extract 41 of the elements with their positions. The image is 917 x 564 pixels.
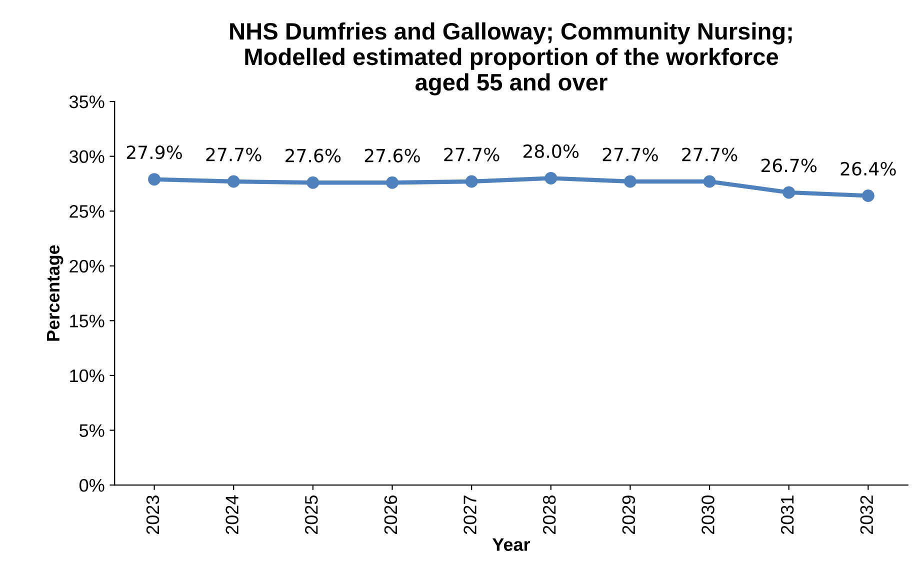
data-label: 27.6% [286, 148, 341, 162]
y-tick-label: 35% [69, 95, 104, 108]
data-label: 26.7% [761, 158, 817, 172]
point [703, 175, 716, 188]
point [624, 175, 636, 188]
point [306, 176, 320, 189]
x-tick-label: 2032 [860, 496, 874, 534]
y-tick-label: 30% [69, 150, 104, 164]
x-tick-label: 2026 [384, 496, 398, 534]
y-tick-label: 25% [70, 205, 104, 218]
y-axis-title: Percentage [46, 245, 64, 341]
x-tick-label: 2029 [622, 496, 636, 534]
data-label: 27.7% [206, 148, 262, 162]
x-tick-label: 2023 [146, 496, 160, 534]
point [465, 175, 478, 188]
y-tick-label: 10% [70, 369, 104, 382]
y-tick-label: 20% [70, 260, 104, 273]
data-label: 27.7% [444, 148, 500, 162]
x-tick-label: 2030 [702, 495, 714, 534]
x-tick-label: 2024 [226, 495, 238, 534]
point [544, 172, 558, 184]
y-tick-label: 5% [80, 424, 104, 437]
x-tick-label: 2031 [780, 496, 794, 534]
chart-title: NHS Dumfries and Galloway; Community Nursing; Modelled estimated proportion of the workforce aged 55 and over [230, 22, 792, 96]
point [386, 176, 398, 189]
y-tick-label: 15% [70, 314, 104, 328]
point [862, 190, 874, 202]
data-label: 27.7% [602, 148, 658, 162]
data-label: 26.4% [840, 162, 896, 176]
data-label: 27.7% [682, 148, 738, 162]
x-axis-title: Year [492, 538, 530, 551]
x-tick-label: 2027 [464, 496, 476, 534]
point [148, 173, 161, 186]
x-tick-label: 2028 [542, 496, 556, 534]
data-label: 27.6% [364, 148, 420, 162]
point [227, 175, 240, 188]
data-label: 28.0% [524, 144, 579, 158]
point [782, 186, 796, 199]
x-tick-label: 2025 [304, 496, 318, 534]
y-tick-label: 0% [80, 478, 104, 492]
data-label: 27.9% [126, 146, 182, 160]
